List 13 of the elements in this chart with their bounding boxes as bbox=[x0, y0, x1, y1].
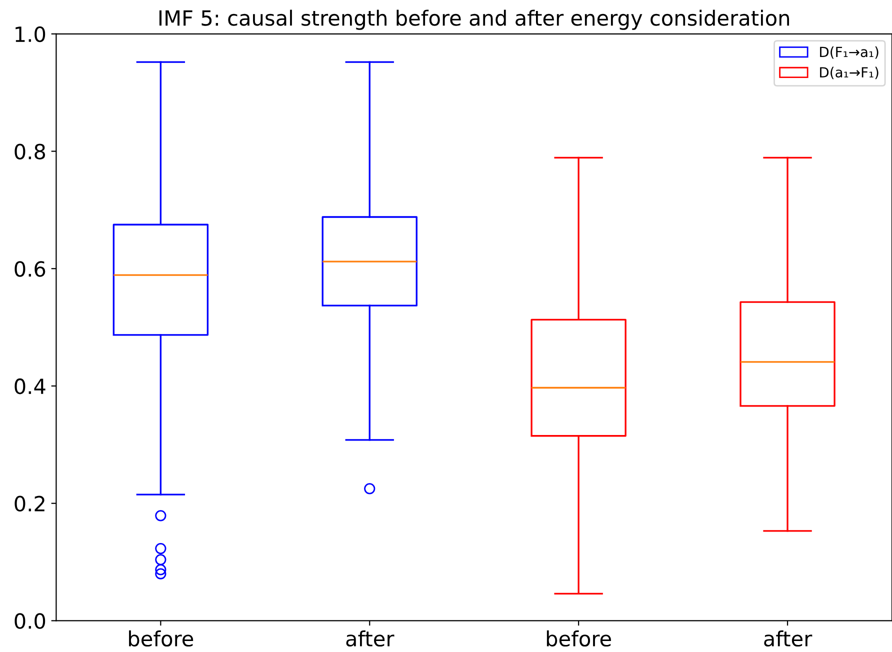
y-tick-label: 0.2 bbox=[14, 496, 44, 512]
y-tick-label: 0.6 bbox=[14, 261, 46, 277]
chart-title: IMF 5: causal strength before and after energy consideration bbox=[159, 10, 790, 30]
y-tick-label: 0.8 bbox=[14, 144, 46, 160]
x-tick-label: after bbox=[764, 630, 812, 647]
x-tick-label: before bbox=[129, 630, 194, 647]
legend-label: D(a₁→F₁) bbox=[820, 66, 878, 80]
y-tick-label: 1.0 bbox=[16, 26, 46, 42]
y-tick-label: 0.4 bbox=[14, 378, 46, 394]
x-tick-label: after bbox=[346, 630, 394, 647]
y-tick-label: 0.0 bbox=[14, 613, 46, 629]
x-tick-label: before bbox=[546, 630, 611, 647]
legend-label: D(F₁→a₁) bbox=[820, 46, 878, 59]
